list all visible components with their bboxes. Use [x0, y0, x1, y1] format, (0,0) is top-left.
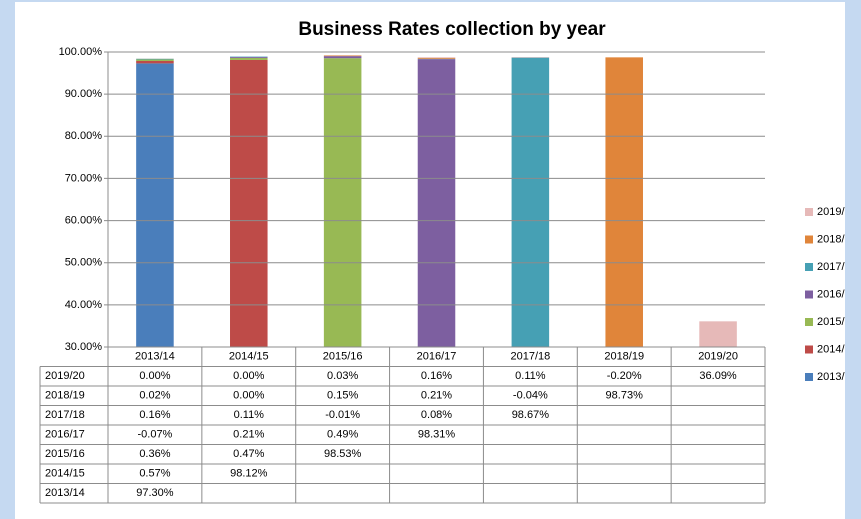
y-tick-label: 90.00%	[65, 88, 103, 100]
legend-swatch	[805, 290, 813, 299]
legend-label: 2014/15	[817, 343, 857, 355]
y-tick-label: 40.00%	[65, 299, 103, 311]
table-cell: -0.01%	[325, 409, 360, 421]
table-cell: 0.16%	[421, 370, 452, 382]
bar-segment	[417, 57, 456, 59]
table-cell: 0.49%	[327, 429, 358, 441]
bar-segment	[230, 57, 268, 58]
legend-label: 2018/19	[817, 233, 857, 245]
y-tick-label: 50.00%	[65, 257, 103, 269]
table-cell: 0.15%	[327, 390, 358, 402]
bar-segment	[417, 57, 456, 58]
table-cell: 98.12%	[230, 468, 268, 480]
bar-segment	[136, 63, 174, 347]
table-row-header: 2014/15	[45, 468, 85, 480]
bar-segment	[230, 59, 268, 347]
table-cell: 0.36%	[139, 448, 170, 460]
table-cell: 0.02%	[139, 390, 170, 402]
table-cell: -0.04%	[513, 390, 548, 402]
x-tick-label: 2018/19	[604, 351, 644, 363]
bar-segment	[605, 57, 643, 347]
table-cell: 98.73%	[606, 390, 644, 402]
bar-segment	[136, 60, 174, 64]
y-tick-label: 80.00%	[65, 130, 103, 142]
bar-segment	[136, 59, 174, 61]
table-cell: 0.00%	[233, 370, 264, 382]
legend-swatch	[805, 208, 813, 216]
legend-swatch	[805, 373, 813, 381]
bar-segment	[417, 59, 456, 347]
bar-segment	[699, 321, 737, 347]
table-row-header: 2018/19	[45, 390, 85, 402]
y-tick-label: 100.00%	[59, 46, 103, 58]
x-tick-label: 2015/16	[323, 351, 363, 363]
table-cell: 0.11%	[234, 409, 265, 421]
x-tick-label: 2019/20	[698, 351, 738, 363]
table-row-header: 2015/16	[45, 448, 85, 460]
table-cell: 0.47%	[233, 448, 264, 460]
bar-segment	[323, 56, 362, 59]
y-tick-label: 30.00%	[65, 341, 103, 353]
x-tick-label: 2013/14	[135, 351, 175, 363]
table-cell: 98.53%	[324, 448, 362, 460]
table-cell: 98.67%	[512, 409, 550, 421]
x-tick-label: 2017/18	[510, 351, 550, 363]
table-cell: 98.31%	[418, 429, 456, 441]
bar-segment	[511, 57, 550, 347]
bar-segment	[136, 58, 174, 60]
legend-label: 2013/14	[817, 371, 857, 383]
y-tick-label: 70.00%	[65, 172, 103, 184]
bar-segment	[323, 55, 362, 57]
legend-label: 2016/17	[817, 288, 857, 300]
legend-label: 2015/16	[817, 316, 857, 328]
legend-swatch	[805, 263, 813, 271]
table-row-header: 2016/17	[45, 429, 85, 441]
bar-segment	[230, 57, 268, 60]
chart-title: Business Rates collection by year	[298, 19, 606, 40]
table-row-header: 2017/18	[45, 409, 85, 421]
legend-swatch	[805, 345, 813, 354]
table-cell: -0.20%	[607, 370, 642, 382]
table-cell: 0.00%	[233, 390, 264, 402]
legend-label: 2017/18	[817, 261, 857, 273]
legend-swatch	[805, 318, 813, 326]
table-cell: 97.30%	[136, 487, 174, 499]
table-cell: 0.16%	[139, 409, 170, 421]
bar-segment	[323, 58, 362, 347]
y-tick-label: 60.00%	[65, 214, 103, 226]
table-cell: 0.57%	[139, 468, 170, 480]
table-cell: 0.08%	[421, 409, 452, 421]
legend-swatch	[805, 235, 813, 244]
table-row-header: 2013/14	[45, 487, 85, 499]
plot-area	[136, 55, 737, 347]
table-cell: 36.09%	[699, 370, 737, 382]
table-cell: 0.00%	[139, 370, 170, 382]
table-cell: 0.11%	[515, 370, 546, 382]
table-cell: 0.21%	[421, 390, 452, 402]
table-row-header: 2019/20	[45, 370, 85, 382]
x-tick-label: 2016/17	[417, 351, 457, 363]
table-cell: 0.03%	[327, 370, 358, 382]
table-cell: 0.21%	[233, 429, 264, 441]
legend: 2019/20 2018/19 2017/18 2016/17 2015/16 2014/…	[805, 206, 857, 383]
legend-label: 2019/20	[817, 206, 857, 218]
x-tick-label: 2014/15	[229, 351, 269, 363]
table-cell: -0.07%	[137, 429, 172, 441]
